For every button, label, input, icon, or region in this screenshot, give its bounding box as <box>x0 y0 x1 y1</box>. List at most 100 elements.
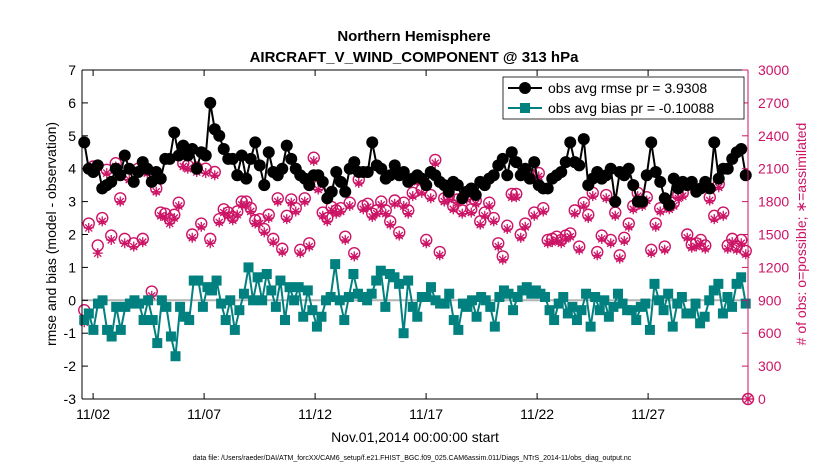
bias-point <box>695 318 706 329</box>
asterisk-stroke <box>435 251 444 260</box>
asterisk-stroke <box>705 196 714 205</box>
rmse-point <box>636 195 649 208</box>
assimilated-obs-point <box>205 238 216 249</box>
y2-axis-label: # of obs: o=possible; ∗=assimilated <box>793 123 809 346</box>
bias-point <box>298 311 309 322</box>
assimilated-obs-point <box>214 217 225 228</box>
y-tick-label: -1 <box>64 325 77 341</box>
rmse-point <box>118 149 131 162</box>
bias-point <box>549 315 560 326</box>
bias-point <box>216 298 227 309</box>
bias-point <box>279 315 290 326</box>
assimilated-obs-point <box>538 206 549 217</box>
x-tick-label: 11/07 <box>187 406 221 422</box>
bias-point <box>266 285 277 296</box>
asterisk-stroke <box>458 209 467 218</box>
bias-point <box>544 305 555 316</box>
axis-ticks: -3 -2 -1 0 1 2 3 4 5 6 7 0 300 600 900 1200 1500 1800 2100… <box>64 62 790 422</box>
bias-point <box>612 288 623 299</box>
assimilated-obs-point <box>421 238 432 249</box>
asterisk-stroke <box>287 198 296 207</box>
asterisk-stroke <box>552 235 561 244</box>
asterisk-stroke <box>485 201 494 210</box>
bias-point <box>512 292 523 303</box>
rmse-point <box>226 152 239 165</box>
assimilated-obs-point <box>457 208 468 219</box>
assimilated-obs-point <box>254 218 265 229</box>
assimilated-obs-point <box>196 221 207 232</box>
asterisk-stroke <box>206 239 215 248</box>
rmse-point <box>667 172 680 185</box>
bias-point <box>471 311 482 322</box>
bias-point <box>115 324 126 335</box>
asterisk-stroke <box>624 222 633 231</box>
asterisk-stroke <box>606 239 615 248</box>
assimilated-obs-point <box>650 221 661 232</box>
assimilated-obs-point <box>259 227 270 238</box>
assimilated-obs-point <box>520 221 531 232</box>
asterisk-stroke <box>620 237 629 246</box>
assimilated-obs-point <box>164 218 175 229</box>
asterisk-stroke <box>570 209 579 218</box>
bias-point <box>284 282 295 293</box>
asterisk-stroke <box>651 222 660 231</box>
bias-point <box>676 292 687 303</box>
bias-point <box>571 315 582 326</box>
rmse-point <box>303 179 316 192</box>
bias-point <box>640 298 651 309</box>
asterisk-stroke <box>683 233 692 242</box>
bias-point <box>685 308 696 319</box>
asterisk-stroke <box>305 242 314 251</box>
rmse-point <box>496 152 509 165</box>
asterisk-stroke <box>84 223 93 232</box>
bias-point <box>590 292 601 303</box>
y-tick-label: 4 <box>68 161 76 177</box>
x-tick-label: 11/17 <box>409 406 443 422</box>
bias-point <box>672 298 683 309</box>
bias-point <box>134 298 145 309</box>
bias-point <box>626 305 637 316</box>
bias-point <box>462 301 473 312</box>
asterisk-stroke <box>138 238 147 247</box>
assimilated-obs-point <box>281 214 292 225</box>
bias-point <box>727 301 738 312</box>
bias-point <box>343 292 354 303</box>
rmse-point <box>199 149 212 162</box>
assimilated-obs-point <box>263 213 274 224</box>
asterisk-stroke <box>723 244 732 253</box>
bias-point <box>316 311 327 322</box>
asterisk-stroke <box>588 192 597 201</box>
asterisk-stroke <box>471 199 480 208</box>
bias-point <box>175 301 186 312</box>
rmse-point <box>487 169 500 182</box>
rmse-point <box>685 175 698 188</box>
asterisk-stroke <box>165 219 174 228</box>
assimilated-obs-point <box>425 193 436 204</box>
asterisk-stroke <box>516 233 525 242</box>
y-axis-label: rmse and bias (model - observation) <box>43 122 59 346</box>
assimilated-obs-point <box>173 200 184 211</box>
rmse-point <box>280 139 293 152</box>
rmse-point <box>564 136 577 149</box>
bias-point <box>439 298 450 309</box>
assimilated-obs-point <box>115 196 126 207</box>
asterisk-stroke <box>98 217 107 226</box>
asterisk-stroke <box>93 249 102 258</box>
rmse-point <box>339 185 352 198</box>
assimilated-obs-point <box>655 206 666 217</box>
assimilated-obs-point <box>209 170 220 181</box>
bias-point <box>257 295 268 306</box>
rmse-point <box>186 142 199 155</box>
asterisk-stroke <box>426 194 435 203</box>
assimilated-obs-point <box>709 214 720 225</box>
bias-point <box>403 275 414 286</box>
rmse-point <box>334 175 347 188</box>
bias-point <box>330 259 341 270</box>
bias-point <box>503 288 514 299</box>
asterisk-stroke <box>264 214 273 223</box>
bias-point <box>658 305 669 316</box>
y2-tick-label: 0 <box>758 391 766 407</box>
asterisk-stroke <box>692 242 701 251</box>
bias-point <box>156 295 167 306</box>
bias-point <box>448 315 459 326</box>
